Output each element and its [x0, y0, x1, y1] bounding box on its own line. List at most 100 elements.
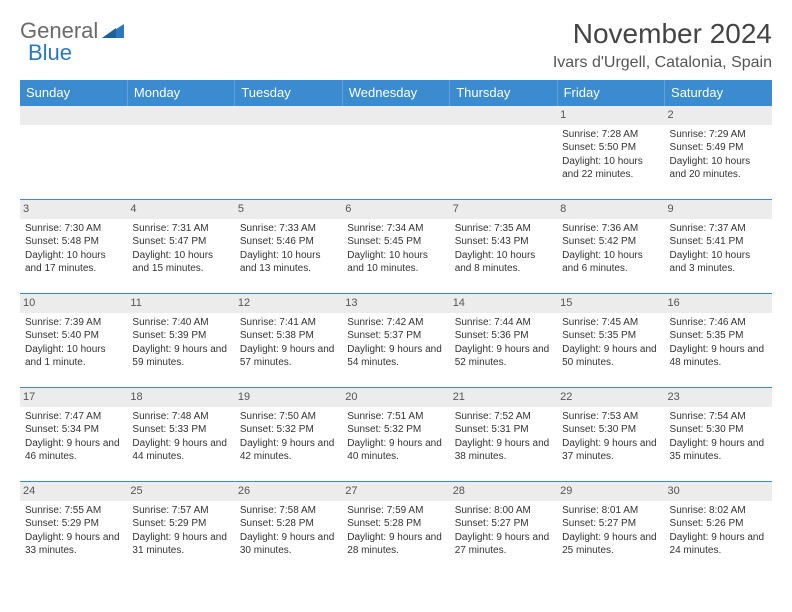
sunrise-text: Sunrise: 7:48 AM [132, 410, 229, 424]
sunset-text: Sunset: 5:46 PM [240, 235, 337, 249]
sunset-text: Sunset: 5:36 PM [455, 329, 552, 343]
calendar-day-cell: 17Sunrise: 7:47 AMSunset: 5:34 PMDayligh… [20, 388, 127, 482]
calendar-day-cell: 5Sunrise: 7:33 AMSunset: 5:46 PMDaylight… [235, 200, 342, 294]
day-number: 30 [665, 482, 772, 501]
sunset-text: Sunset: 5:50 PM [562, 141, 659, 155]
calendar-week-row: 3Sunrise: 7:30 AMSunset: 5:48 PMDaylight… [20, 200, 772, 294]
day-info: Sunrise: 7:59 AMSunset: 5:28 PMDaylight:… [346, 504, 445, 558]
daylight-text: Daylight: 10 hours and 3 minutes. [670, 249, 767, 276]
weekday-header: Friday [557, 80, 664, 106]
day-info: Sunrise: 7:44 AMSunset: 5:36 PMDaylight:… [454, 316, 553, 370]
day-number: 17 [20, 388, 127, 407]
day-info: Sunrise: 7:54 AMSunset: 5:30 PMDaylight:… [669, 410, 768, 464]
sunrise-text: Sunrise: 7:58 AM [240, 504, 337, 518]
day-info: Sunrise: 7:28 AMSunset: 5:50 PMDaylight:… [561, 128, 660, 182]
sunrise-text: Sunrise: 7:34 AM [347, 222, 444, 236]
calendar-day-cell [235, 106, 342, 200]
day-info: Sunrise: 7:48 AMSunset: 5:33 PMDaylight:… [131, 410, 230, 464]
calendar-week-row: 1Sunrise: 7:28 AMSunset: 5:50 PMDaylight… [20, 106, 772, 200]
day-info: Sunrise: 7:52 AMSunset: 5:31 PMDaylight:… [454, 410, 553, 464]
day-number: 27 [342, 482, 449, 501]
daylight-text: Daylight: 10 hours and 6 minutes. [562, 249, 659, 276]
day-info: Sunrise: 7:40 AMSunset: 5:39 PMDaylight:… [131, 316, 230, 370]
daylight-text: Daylight: 10 hours and 17 minutes. [25, 249, 122, 276]
calendar-day-cell: 16 Sunrise: 7:46 AMSunset: 5:35 PMDayligh… [665, 294, 772, 388]
day-number: 26 [235, 482, 342, 501]
daylight-text: Daylight: 9 hours and 30 minutes. [240, 531, 337, 558]
day-info: Sunrise: 7:50 AMSunset: 5:32 PMDaylight:… [239, 410, 338, 464]
daylight-text: Daylight: 9 hours and 27 minutes. [455, 531, 552, 558]
day-info: Sunrise: 7:35 AMSunset: 5:43 PMDaylight:… [454, 222, 553, 276]
calendar-day-cell: 25Sunrise: 7:57 AMSunset: 5:29 PMDayligh… [127, 482, 234, 576]
sunrise-text: Sunrise: 7:52 AM [455, 410, 552, 424]
day-info: Sunrise: 7:33 AMSunset: 5:46 PMDaylight:… [239, 222, 338, 276]
day-number: 20 [342, 388, 449, 407]
daylight-text: Daylight: 10 hours and 10 minutes. [347, 249, 444, 276]
day-info: Sunrise: 7:41 AMSunset: 5:38 PMDaylight:… [239, 316, 338, 370]
weekday-header: Thursday [450, 80, 557, 106]
day-number [127, 106, 234, 125]
day-number: 11 [127, 294, 234, 313]
sunset-text: Sunset: 5:29 PM [132, 517, 229, 531]
calendar-day-cell: 11 Sunrise: 7:40 AMSunset: 5:39 PMDayligh… [127, 294, 234, 388]
daylight-text: Daylight: 9 hours and 38 minutes. [455, 437, 552, 464]
sunset-text: Sunset: 5:38 PM [240, 329, 337, 343]
calendar-day-cell [450, 106, 557, 200]
sunset-text: Sunset: 5:41 PM [670, 235, 767, 249]
day-number: 7 [450, 200, 557, 219]
day-info: Sunrise: 7:57 AMSunset: 5:29 PMDaylight:… [131, 504, 230, 558]
daylight-text: Daylight: 9 hours and 50 minutes. [562, 343, 659, 370]
day-number: 16 [665, 294, 772, 313]
logo-triangle-icon [102, 18, 124, 44]
calendar-day-cell: 28Sunrise: 8:00 AMSunset: 5:27 PMDayligh… [450, 482, 557, 576]
day-number: 24 [20, 482, 127, 501]
sunrise-text: Sunrise: 7:36 AM [562, 222, 659, 236]
day-number [20, 106, 127, 125]
calendar-day-cell: 3Sunrise: 7:30 AMSunset: 5:48 PMDaylight… [20, 200, 127, 294]
sunset-text: Sunset: 5:37 PM [347, 329, 444, 343]
calendar-day-cell: 9Sunrise: 7:37 AMSunset: 5:41 PMDaylight… [665, 200, 772, 294]
sunrise-text: Sunrise: 7:37 AM [670, 222, 767, 236]
sunset-text: Sunset: 5:47 PM [132, 235, 229, 249]
calendar-day-cell: 10 Sunrise: 7:39 AMSunset: 5:40 PMDayligh… [20, 294, 127, 388]
day-number: 4 [127, 200, 234, 219]
day-number: 10 [20, 294, 127, 313]
sunrise-text: Sunrise: 7:39 AM [25, 316, 122, 330]
calendar-day-cell: 30Sunrise: 8:02 AMSunset: 5:26 PMDayligh… [665, 482, 772, 576]
sunrise-text: Sunrise: 7:30 AM [25, 222, 122, 236]
day-number: 22 [557, 388, 664, 407]
location: Ivars d'Urgell, Catalonia, Spain [553, 54, 772, 72]
sunrise-text: Sunrise: 7:55 AM [25, 504, 122, 518]
day-number: 15 [557, 294, 664, 313]
day-number: 6 [342, 200, 449, 219]
day-info: Sunrise: 7:31 AMSunset: 5:47 PMDaylight:… [131, 222, 230, 276]
sunset-text: Sunset: 5:40 PM [25, 329, 122, 343]
sunset-text: Sunset: 5:48 PM [25, 235, 122, 249]
calendar-day-cell: 8Sunrise: 7:36 AMSunset: 5:42 PMDaylight… [557, 200, 664, 294]
day-info: Sunrise: 7:42 AMSunset: 5:37 PMDaylight:… [346, 316, 445, 370]
calendar-week-row: 17Sunrise: 7:47 AMSunset: 5:34 PMDayligh… [20, 388, 772, 482]
sunrise-text: Sunrise: 7:46 AM [670, 316, 767, 330]
calendar-day-cell: 23Sunrise: 7:54 AMSunset: 5:30 PMDayligh… [665, 388, 772, 482]
day-info: Sunrise: 7:55 AMSunset: 5:29 PMDaylight:… [24, 504, 123, 558]
calendar-day-cell: 15Sunrise: 7:45 AMSunset: 5:35 PMDayligh… [557, 294, 664, 388]
calendar-day-cell: 7 Sunrise: 7:35 AMSunset: 5:43 PMDaylight… [450, 200, 557, 294]
calendar-day-cell [127, 106, 234, 200]
sunrise-text: Sunrise: 7:41 AM [240, 316, 337, 330]
sunset-text: Sunset: 5:42 PM [562, 235, 659, 249]
day-number [235, 106, 342, 125]
calendar-day-cell: 22Sunrise: 7:53 AMSunset: 5:30 PMDayligh… [557, 388, 664, 482]
weekday-header: Tuesday [235, 80, 342, 106]
daylight-text: Daylight: 9 hours and 52 minutes. [455, 343, 552, 370]
calendar-day-cell: 19Sunrise: 7:50 AMSunset: 5:32 PMDayligh… [235, 388, 342, 482]
daylight-text: Daylight: 9 hours and 54 minutes. [347, 343, 444, 370]
daylight-text: Daylight: 9 hours and 57 minutes. [240, 343, 337, 370]
sunset-text: Sunset: 5:28 PM [347, 517, 444, 531]
daylight-text: Daylight: 9 hours and 46 minutes. [25, 437, 122, 464]
daylight-text: Daylight: 9 hours and 31 minutes. [132, 531, 229, 558]
daylight-text: Daylight: 9 hours and 24 minutes. [670, 531, 767, 558]
day-info: Sunrise: 7:30 AMSunset: 5:48 PMDaylight:… [24, 222, 123, 276]
day-info: Sunrise: 7:39 AMSunset: 5:40 PMDaylight:… [24, 316, 123, 370]
day-info: Sunrise: 7:46 AMSunset: 5:35 PMDaylight:… [669, 316, 768, 370]
calendar-day-cell: 1Sunrise: 7:28 AMSunset: 5:50 PMDaylight… [557, 106, 664, 200]
